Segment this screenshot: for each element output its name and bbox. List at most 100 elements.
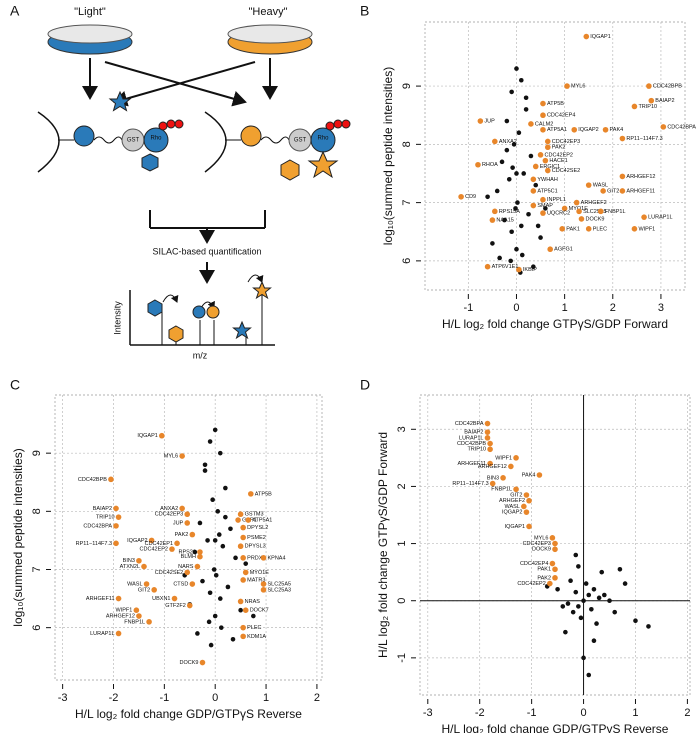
point xyxy=(511,142,517,147)
point xyxy=(560,604,566,609)
y-tick-label: 9 xyxy=(31,450,43,456)
point-label: RP11−114F7.3 xyxy=(76,541,112,547)
point xyxy=(543,206,548,211)
point-label: AGFG1 xyxy=(554,247,573,253)
point-label: LURAP1L xyxy=(648,215,672,221)
point xyxy=(591,586,597,592)
point xyxy=(497,255,502,261)
point xyxy=(648,97,655,104)
point xyxy=(492,208,498,215)
point xyxy=(136,613,142,619)
point xyxy=(515,200,520,205)
point xyxy=(563,629,568,635)
point-label: FNBP1L xyxy=(124,619,145,625)
point xyxy=(492,138,498,145)
point xyxy=(487,460,493,467)
point-label: ATP5C1 xyxy=(537,188,557,194)
point-label: NARS xyxy=(178,564,194,570)
y-tick-label: 7 xyxy=(31,566,43,572)
point-label: GTF2F2 xyxy=(165,603,185,609)
point xyxy=(576,604,581,609)
point xyxy=(646,624,651,629)
point xyxy=(526,211,531,217)
point xyxy=(578,216,585,222)
x-tick-label: -2 xyxy=(475,707,485,719)
point-label: CDC42EP4 xyxy=(547,113,575,119)
point xyxy=(143,581,150,587)
point xyxy=(206,619,212,625)
x-tick-label: 1 xyxy=(632,707,638,719)
point-label: WASL xyxy=(504,504,519,510)
point xyxy=(237,598,244,605)
point xyxy=(211,567,217,572)
point-label: TRIP10 xyxy=(96,515,115,521)
point xyxy=(535,223,541,229)
y-tick-label: 3 xyxy=(396,426,408,432)
point-label: CDC42EP3 xyxy=(523,541,551,547)
point-label: CDC42EP2 xyxy=(545,152,573,158)
light-construct: GST Rho xyxy=(37,111,184,173)
point xyxy=(184,511,191,518)
point xyxy=(159,432,165,439)
point xyxy=(260,555,267,561)
point xyxy=(484,435,491,441)
point-label: BIN3 xyxy=(487,475,499,481)
point xyxy=(113,523,119,529)
point-label: MYL6 xyxy=(534,535,548,541)
point xyxy=(217,596,223,601)
point-label: CDC42SE2 xyxy=(552,168,580,174)
point-label: ARHGEF12 xyxy=(626,174,655,180)
star xyxy=(252,280,272,300)
arrows xyxy=(82,58,278,284)
point xyxy=(235,517,241,523)
point xyxy=(594,621,599,626)
point xyxy=(195,631,200,636)
point-label: ATP5A1 xyxy=(252,518,272,524)
point-label: WIPF1 xyxy=(495,455,512,461)
point-label: SLC25A3 xyxy=(268,587,292,593)
x-tick-label: 0 xyxy=(513,302,519,314)
point xyxy=(151,587,157,593)
point-label: PLEC xyxy=(593,226,607,232)
point-label: SMAP xyxy=(537,203,553,209)
plot-frame xyxy=(424,21,686,291)
y-tick-label: 8 xyxy=(31,508,43,514)
point-label: NAA15 xyxy=(496,218,513,224)
point xyxy=(200,578,205,584)
point xyxy=(538,235,543,240)
point xyxy=(573,552,579,558)
point-label: RHOA xyxy=(482,162,498,168)
point-label: PAK2 xyxy=(175,532,189,538)
point xyxy=(245,517,252,523)
point xyxy=(487,440,493,447)
point xyxy=(528,121,534,127)
hexagon xyxy=(147,299,163,317)
point xyxy=(602,592,607,598)
point-label: TRIP10 xyxy=(638,104,657,110)
panel-label: A xyxy=(10,3,20,19)
x-axis-label: H/L log₂ fold change GTPγS/GDP Forward xyxy=(442,317,668,331)
point xyxy=(207,439,213,444)
y-tick-label: 7 xyxy=(401,200,413,206)
point-label: DPYSL3 xyxy=(245,544,266,550)
point xyxy=(565,601,571,606)
point xyxy=(240,577,246,583)
point xyxy=(133,607,140,614)
point xyxy=(536,472,543,478)
point xyxy=(510,165,515,170)
point xyxy=(484,420,491,427)
point xyxy=(240,524,246,531)
point-label: SLC25A5 xyxy=(583,209,607,215)
point-label: CDC42BPB xyxy=(78,477,107,483)
point xyxy=(597,208,604,215)
x-tick-label: -2 xyxy=(109,692,119,704)
point-label: RPS15A xyxy=(499,209,520,215)
point xyxy=(513,206,518,211)
point xyxy=(622,581,628,586)
point xyxy=(490,241,495,246)
x-axis-label: H/L log₂ fold change GDP/GTPγS Reverse xyxy=(75,707,302,721)
point xyxy=(169,546,175,552)
point xyxy=(205,538,210,543)
point xyxy=(552,546,558,553)
y-axis-label: H/L log₂ fold change GTPγS/GDP Forward xyxy=(376,432,390,658)
